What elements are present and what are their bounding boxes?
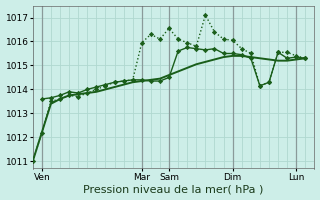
X-axis label: Pression niveau de la mer( hPa ): Pression niveau de la mer( hPa ): [84, 184, 264, 194]
